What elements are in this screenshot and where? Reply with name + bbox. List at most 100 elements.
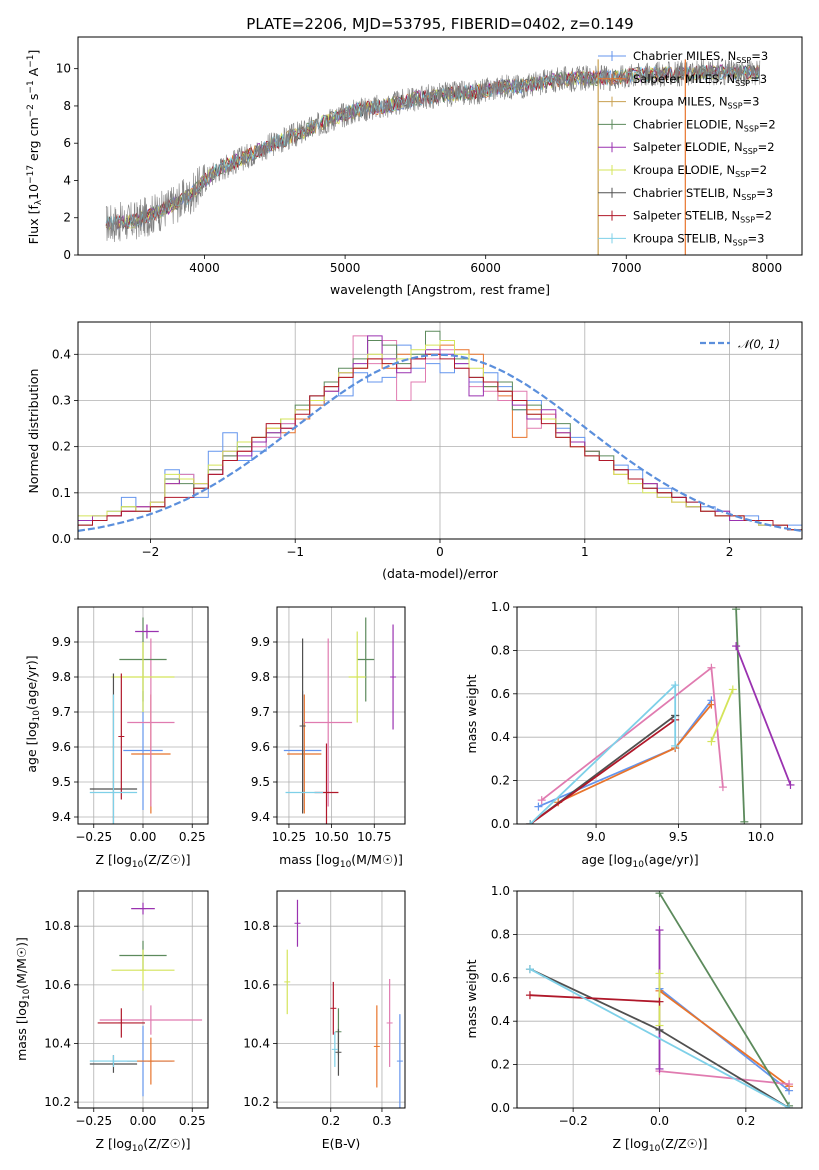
weight-vs-Z-plot: −0.2 0.0 0.2 0.0 0.2 0.4 0.6 0.8 1.0 — [491, 884, 803, 1128]
y-tick-label: 1.0 — [491, 600, 510, 614]
y-tick-label: 0.1 — [52, 486, 71, 500]
age-vs-mass-xlabel: mass [log10(M/M☉)] — [279, 852, 403, 870]
residuals-plot: −2 −1 0 1 2 0.0 0.1 0.2 0.3 0.4 — [52, 321, 803, 559]
y-tick-label: 0.8 — [491, 643, 510, 657]
legend-label-6: Chabrier STELIB, NSSP=3 — [633, 186, 773, 202]
x-tick-label: 0.25 — [179, 830, 206, 844]
observed-spectrum — [105, 59, 761, 243]
y-tick-label: 8 — [63, 99, 71, 113]
weight-vs-age-panel: 9.0 9.5 10.0 0.0 0.2 0.4 0.6 0.8 1.0 age [log10(… — [464, 600, 803, 870]
axes-frame — [77, 890, 209, 1109]
y-tick-label: 10.6 — [243, 978, 270, 992]
x-tick-label: 4000 — [189, 261, 220, 275]
mass-vs-ebv-xlabel: E(B-V) — [322, 1136, 361, 1151]
mass-vs-Z-plot: −0.25 0.00 0.25 10.2 10.4 10.6 10.8 — [44, 890, 209, 1128]
y-tick-label: 10.8 — [44, 919, 71, 933]
age-vs-Z-xlabel: Z [log10(Z/Z☉)] — [95, 852, 190, 870]
spectrum-marks — [105, 59, 761, 255]
histogram-6 — [78, 353, 802, 539]
age-vs-mass-panel: 10.25 10.50 10.75 9.4 9.5 9.6 9.7 9.8 9.9 mass [… — [251, 606, 406, 870]
y-tick-label: 0.4 — [52, 347, 71, 361]
x-tick-label: 9.5 — [669, 830, 688, 844]
x-tick-label: 5000 — [330, 261, 361, 275]
legend-label-5: Kroupa ELODIE, NSSP=2 — [633, 163, 767, 179]
x-tick-label: 10.50 — [314, 830, 348, 844]
y-tick-label: 0.6 — [491, 971, 510, 985]
weight-vs-age-marks — [526, 607, 795, 824]
residuals-legend: 𝒩(0, 1) — [700, 337, 780, 351]
axes-frame — [516, 606, 803, 825]
y-tick-label: 9.9 — [251, 635, 270, 649]
y-tick-label: 9.6 — [52, 740, 71, 754]
weight-vs-Z-xlabel: Z [log10(Z/Z☉)] — [612, 1136, 707, 1154]
x-tick-label: −1 — [286, 545, 304, 559]
y-tick-label: 9.9 — [52, 635, 71, 649]
axes-frame — [276, 606, 406, 825]
y-tick-label: 9.8 — [251, 670, 270, 684]
x-tick-label: 0.2 — [736, 1114, 755, 1128]
y-tick-label: 6 — [63, 136, 71, 150]
x-tick-label: 6000 — [470, 261, 501, 275]
x-tick-label: 0.0 — [650, 1114, 669, 1128]
weight-line-7 — [529, 994, 660, 1003]
legend-label-8: Kroupa STELIB, NSSP=3 — [633, 231, 764, 247]
y-tick-label: 0.6 — [491, 687, 510, 701]
x-tick-label: 0.3 — [372, 1114, 391, 1128]
x-tick-label: −2 — [142, 545, 160, 559]
y-tick-label: 9.8 — [52, 670, 71, 684]
y-tick-label: 0.0 — [491, 817, 510, 831]
x-tick-label: 7000 — [611, 261, 642, 275]
axes-frame — [77, 606, 209, 825]
spectrum-xlabel: wavelength [Angstrom, rest frame] — [330, 282, 550, 297]
y-tick-label: 0.4 — [491, 1014, 510, 1028]
weight-line-2 — [659, 1070, 790, 1085]
axes-frame — [77, 36, 803, 256]
y-tick-label: 0.2 — [491, 774, 510, 788]
y-tick-label: 9.4 — [251, 810, 270, 824]
residuals-xlabel: (data-model)/error — [382, 566, 499, 581]
y-tick-label: 10.2 — [243, 1095, 270, 1109]
x-tick-label: 2 — [726, 545, 734, 559]
y-tick-label: 9.4 — [52, 810, 71, 824]
age-vs-Z-plot: −0.25 0.00 0.25 9.4 9.5 9.6 9.7 9.8 9.9 — [52, 606, 209, 844]
weight-line-8 — [529, 968, 790, 1108]
x-tick-label: −0.25 — [75, 830, 112, 844]
residuals-panel: −2 −1 0 1 2 0.0 0.1 0.2 0.3 0.4 (data-model)/erro… — [26, 321, 803, 581]
mass-vs-Z-xlabel: Z [log10(Z/Z☉)] — [95, 1136, 190, 1154]
y-tick-label: 0 — [63, 248, 71, 262]
weight-vs-Z-ylabel: mass weight — [464, 959, 479, 1038]
age-vs-mass-marks — [283, 617, 397, 824]
x-tick-label: 1 — [581, 545, 589, 559]
mass-vs-Z-ylabel: mass [log10(M/M☉)] — [14, 937, 32, 1061]
gaussian-legend-label: 𝒩(0, 1) — [738, 337, 780, 351]
y-tick-label: 0.4 — [491, 730, 510, 744]
y-tick-label: 9.7 — [251, 705, 270, 719]
spectrum-legend: Chabrier MILES, NSSP=3 Salpeter MILES, NS… — [598, 49, 776, 247]
weight-vs-Z-marks — [525, 891, 794, 1108]
axes-frame — [77, 321, 803, 540]
weight-line-3 — [735, 609, 746, 822]
residuals-ylabel: Normed distribution — [26, 369, 41, 494]
y-tick-label: 0.2 — [52, 440, 71, 454]
x-tick-label: 8000 — [752, 261, 783, 275]
y-tick-label: 9.6 — [251, 740, 270, 754]
weight-vs-age-ylabel: mass weight — [464, 674, 479, 753]
x-tick-label: 0.2 — [321, 1114, 340, 1128]
age-vs-Z-panel: −0.25 0.00 0.25 9.4 9.5 9.6 9.7 9.8 9.9 Z [log10… — [24, 606, 209, 870]
y-tick-label: 0.0 — [491, 1101, 510, 1115]
legend-label-2: Kroupa MILES, NSSP=3 — [633, 95, 759, 111]
mass-vs-ebv-panel: 0.2 0.3 10.2 10.4 10.6 10.8 E(B-V) — [243, 890, 406, 1151]
age-vs-mass-plot: 10.25 10.50 10.75 9.4 9.5 9.6 9.7 9.8 9.9 — [251, 606, 406, 844]
x-tick-label: 10.25 — [272, 830, 306, 844]
weight-vs-age-plot: 9.0 9.5 10.0 0.0 0.2 0.4 0.6 0.8 1.0 — [491, 600, 803, 844]
y-tick-label: 10 — [56, 62, 71, 76]
y-tick-label: 10.6 — [44, 978, 71, 992]
x-tick-label: 0.25 — [179, 1114, 206, 1128]
weight-line-7 — [529, 719, 676, 824]
y-tick-label: 10.4 — [44, 1036, 71, 1050]
legend-label-0: Chabrier MILES, NSSP=3 — [633, 49, 768, 65]
residuals-marks — [78, 330, 802, 539]
x-tick-label: 0.00 — [130, 830, 157, 844]
x-tick-label: 9.0 — [587, 830, 606, 844]
